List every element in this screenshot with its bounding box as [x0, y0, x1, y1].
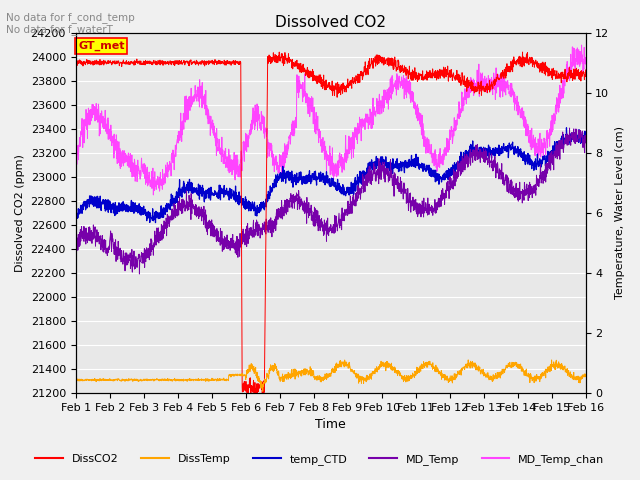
DissCO2	[356, 72, 364, 78]
DissCO2	[72, 61, 79, 67]
DissCO2	[479, 86, 486, 92]
MD_Temp	[214, 228, 222, 234]
MD_Temp_chan	[214, 144, 222, 150]
temp_CTD	[152, 220, 159, 226]
MD_Temp_chan	[479, 79, 486, 84]
DissCO2	[551, 73, 559, 79]
Line: MD_Temp_chan: MD_Temp_chan	[76, 45, 586, 195]
MD_Temp	[346, 211, 353, 217]
MD_Temp	[356, 186, 364, 192]
DissTemp	[582, 372, 589, 378]
Text: GT_met: GT_met	[78, 41, 125, 51]
DissTemp	[537, 373, 545, 379]
DissCO2	[537, 67, 545, 73]
Legend: DissCO2, DissTemp, temp_CTD, MD_Temp, MD_Temp_chan: DissCO2, DissTemp, temp_CTD, MD_Temp, MD…	[31, 450, 609, 469]
MD_Temp_chan	[72, 154, 79, 160]
DissCO2	[518, 49, 526, 55]
temp_CTD	[563, 125, 570, 131]
Y-axis label: Temperature, Water Level (cm): Temperature, Water Level (cm)	[615, 126, 625, 300]
DissCO2	[582, 67, 589, 73]
temp_CTD	[214, 190, 222, 196]
DissTemp	[259, 388, 266, 394]
MD_Temp	[479, 149, 486, 155]
MD_Temp_chan	[537, 154, 545, 160]
DissTemp	[214, 376, 221, 382]
Line: DissTemp: DissTemp	[76, 360, 586, 391]
Line: MD_Temp: MD_Temp	[76, 128, 586, 274]
MD_Temp_chan	[551, 113, 559, 119]
temp_CTD	[551, 146, 559, 152]
DissCO2	[214, 60, 221, 65]
DissTemp	[479, 370, 486, 376]
DissTemp	[72, 377, 79, 383]
MD_Temp	[566, 125, 573, 131]
temp_CTD	[356, 180, 364, 186]
Title: Dissolved CO2: Dissolved CO2	[275, 15, 386, 30]
temp_CTD	[72, 213, 79, 218]
MD_Temp	[582, 140, 589, 146]
temp_CTD	[537, 165, 545, 170]
DissCO2	[244, 395, 252, 400]
MD_Temp_chan	[578, 42, 586, 48]
MD_Temp_chan	[346, 147, 353, 153]
DissTemp	[551, 362, 559, 368]
temp_CTD	[582, 137, 589, 143]
DissCO2	[346, 80, 353, 86]
MD_Temp	[136, 271, 143, 277]
DissTemp	[346, 364, 353, 370]
Y-axis label: Dissolved CO2 (ppm): Dissolved CO2 (ppm)	[15, 154, 25, 272]
MD_Temp	[551, 152, 559, 157]
MD_Temp	[537, 168, 545, 174]
MD_Temp_chan	[150, 192, 157, 198]
MD_Temp	[72, 246, 79, 252]
Text: No data for f_cond_temp
No data for f_waterT: No data for f_cond_temp No data for f_wa…	[6, 12, 135, 36]
DissTemp	[465, 357, 472, 363]
MD_Temp_chan	[356, 117, 364, 122]
temp_CTD	[479, 146, 486, 152]
MD_Temp_chan	[582, 61, 589, 67]
Line: DissCO2: DissCO2	[76, 52, 586, 397]
X-axis label: Time: Time	[316, 419, 346, 432]
temp_CTD	[346, 186, 353, 192]
DissTemp	[356, 377, 364, 383]
Line: temp_CTD: temp_CTD	[76, 128, 586, 223]
